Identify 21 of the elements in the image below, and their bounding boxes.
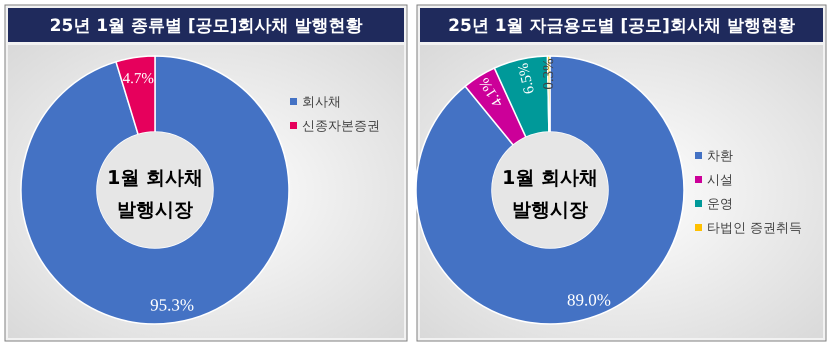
chart-title: 25년 1월 종류별 [공모]회사채 발행현황 — [50, 16, 362, 36]
legend-item: 신종자본증권 — [290, 119, 380, 134]
data-label: 6.5% — [515, 61, 538, 96]
donut-slice — [415, 55, 685, 325]
data-label: 0.3% — [540, 58, 557, 90]
legend-label: 운영 — [707, 197, 733, 212]
legend-item: 타법인 증권취득 — [695, 221, 802, 236]
text: 1월 회사채 발행시장 — [502, 167, 598, 221]
legend-item: 회사채 — [290, 95, 341, 110]
slice-label: 차환 — [707, 149, 733, 164]
donut-slice — [20, 55, 290, 325]
chart-title: 25년 1월 자금용도별 [공모]회사채 발행현황 — [448, 16, 795, 36]
data-label: 95.3% — [150, 296, 194, 315]
text: 1월 회사채 발행시장 — [107, 167, 203, 221]
legend-item: 시설 — [695, 173, 733, 188]
slice-label: 회사채 — [302, 95, 341, 110]
legend-item: 운영 — [695, 197, 733, 212]
data-label: 89.0% — [567, 290, 611, 310]
legend-label: 시설 — [707, 173, 733, 188]
data-label: 4.7% — [122, 71, 154, 88]
legend-item: 차환 — [695, 149, 733, 164]
